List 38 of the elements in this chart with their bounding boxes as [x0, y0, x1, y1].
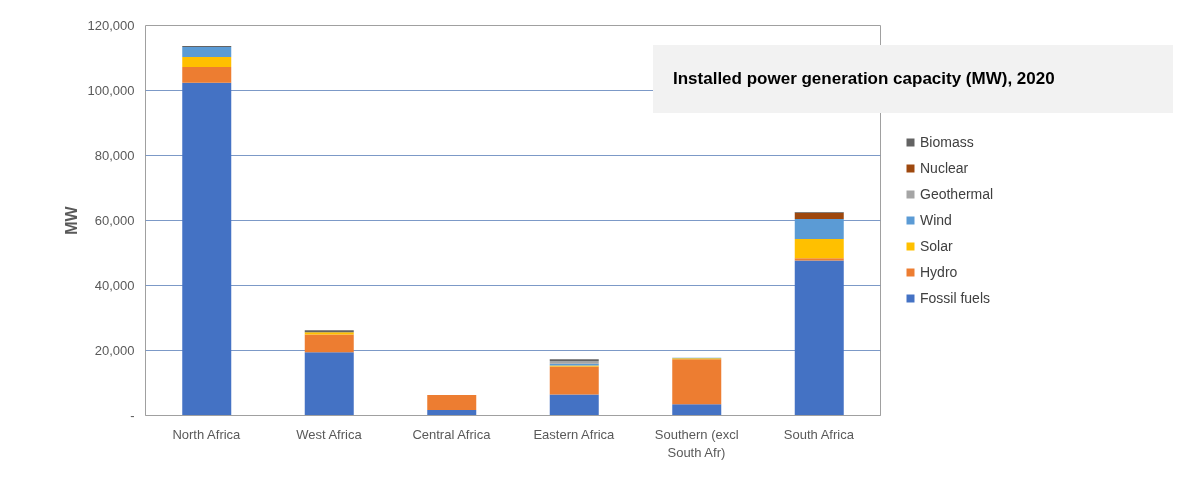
- bar: [304, 352, 354, 416]
- bar: [182, 57, 232, 68]
- bar: [427, 395, 477, 410]
- legend-label: Biomass: [920, 134, 974, 150]
- y-tick-label: 100,000: [87, 83, 135, 98]
- bar: [182, 67, 232, 83]
- bar: [182, 82, 232, 416]
- y-tick-label: 60,000: [94, 213, 135, 228]
- legend-label: Nuclear: [920, 160, 969, 176]
- bar: [182, 46, 232, 58]
- x-tick-label: South Africa: [783, 426, 855, 442]
- x-tick-label: West Africa: [296, 426, 363, 442]
- bar: [427, 409, 477, 416]
- bar: [549, 394, 599, 416]
- bar: [304, 334, 354, 353]
- legend-label: Fossil fuels: [920, 290, 991, 306]
- y-tick-label: 20,000: [94, 343, 135, 358]
- legend-label: Solar: [920, 238, 953, 254]
- x-tick-label: Southern (excl South Afr): [654, 426, 739, 460]
- y-tick-label: 40,000: [94, 278, 135, 293]
- y-axis-title: MW: [62, 205, 80, 235]
- bar: [672, 359, 722, 405]
- picture-title-box: Installed power generation capacity (MW), 2020: [653, 45, 1173, 114]
- x-tick-label: Eastern Africa: [533, 426, 616, 442]
- bar: [549, 366, 599, 395]
- x-tick-label: North Africa: [172, 426, 242, 442]
- bar: [794, 260, 844, 416]
- bar: [672, 404, 722, 416]
- y-tick-label: 120,000: [87, 18, 135, 33]
- legend-label: Geothermal: [920, 186, 994, 202]
- legend-label: Hydro: [920, 264, 958, 280]
- bar: [794, 218, 844, 240]
- y-tick-label: -: [130, 408, 135, 423]
- x-tick-label: Central Africa: [412, 426, 492, 442]
- bar: [794, 239, 844, 259]
- y-tick-label: 80,000: [94, 148, 135, 163]
- legend-label: Wind: [920, 212, 952, 228]
- bar: [794, 212, 844, 219]
